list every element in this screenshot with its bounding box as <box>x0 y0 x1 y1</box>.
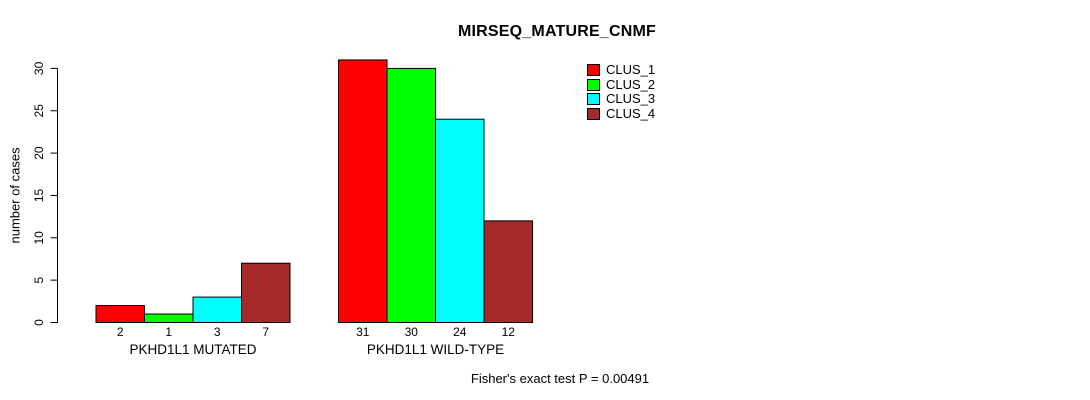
legend-label-clus-2: CLUS_2 <box>606 76 656 92</box>
bar-value-label: 3 <box>214 325 221 339</box>
y-axis-tick-label: 0 <box>32 319 46 326</box>
bar-value-label: 30 <box>405 325 419 339</box>
y-axis-tick-label: 15 <box>32 188 46 202</box>
footnote: Fisher's exact test P = 0.00491 <box>470 371 650 386</box>
y-axis-tick-label: 30 <box>32 61 46 75</box>
bar-clus_3-group-2 <box>435 118 485 323</box>
y-axis-tick-label: 10 <box>32 231 46 245</box>
bar-value-label: 24 <box>453 325 467 339</box>
group-label-2: PKHD1L1 WILD-TYPE <box>367 342 504 357</box>
legend-label-clus-1: CLUS_1 <box>606 62 656 78</box>
legend-item-clus-2: CLUS_2 <box>587 76 656 93</box>
bar-value-label: 31 <box>356 325 370 339</box>
bar-value-label: 12 <box>502 325 516 339</box>
legend-swatch-clus-4-icon <box>587 107 600 120</box>
legend-label-clus-4: CLUS_4 <box>606 105 656 121</box>
y-axis-tick-label: 25 <box>32 104 46 118</box>
legend-swatch-clus-3-icon <box>587 93 600 106</box>
legend-swatch-clus-2-icon <box>587 78 600 91</box>
chart-title: MIRSEQ_MATURE_CNMF <box>458 23 656 40</box>
bar-value-label: 7 <box>262 325 269 339</box>
bar-clus_1-group-1 <box>95 305 145 323</box>
legend-item-clus-3: CLUS_3 <box>587 92 655 107</box>
bar-clus_2-group-1 <box>144 313 194 323</box>
bar-clus_1-group-2 <box>338 59 388 324</box>
group-label-1: PKHD1L1 MUTATED <box>129 342 256 357</box>
y-axis-tick-label: 5 <box>32 276 46 283</box>
bar-clus_4-group-1 <box>241 262 291 323</box>
bar-value-label: 2 <box>117 325 124 339</box>
legend: CLUS_1 CLUS_2 CLUS_3 CLUS_4 <box>587 63 655 121</box>
legend-item-clus-4: CLUS_4 <box>587 105 656 122</box>
bar-value-label: 1 <box>165 325 172 339</box>
bar-clus_2-group-2 <box>386 67 436 324</box>
legend-item-clus-1: CLUS_1 <box>587 63 655 78</box>
y-axis-label: number of cases <box>8 147 23 244</box>
y-axis-tick-label: 20 <box>32 146 46 160</box>
bar-clus_4-group-2 <box>483 220 533 323</box>
bar-clus_3-group-1 <box>192 296 242 323</box>
legend-swatch-clus-1-icon <box>587 64 600 77</box>
legend-label-clus-3: CLUS_3 <box>606 91 656 107</box>
